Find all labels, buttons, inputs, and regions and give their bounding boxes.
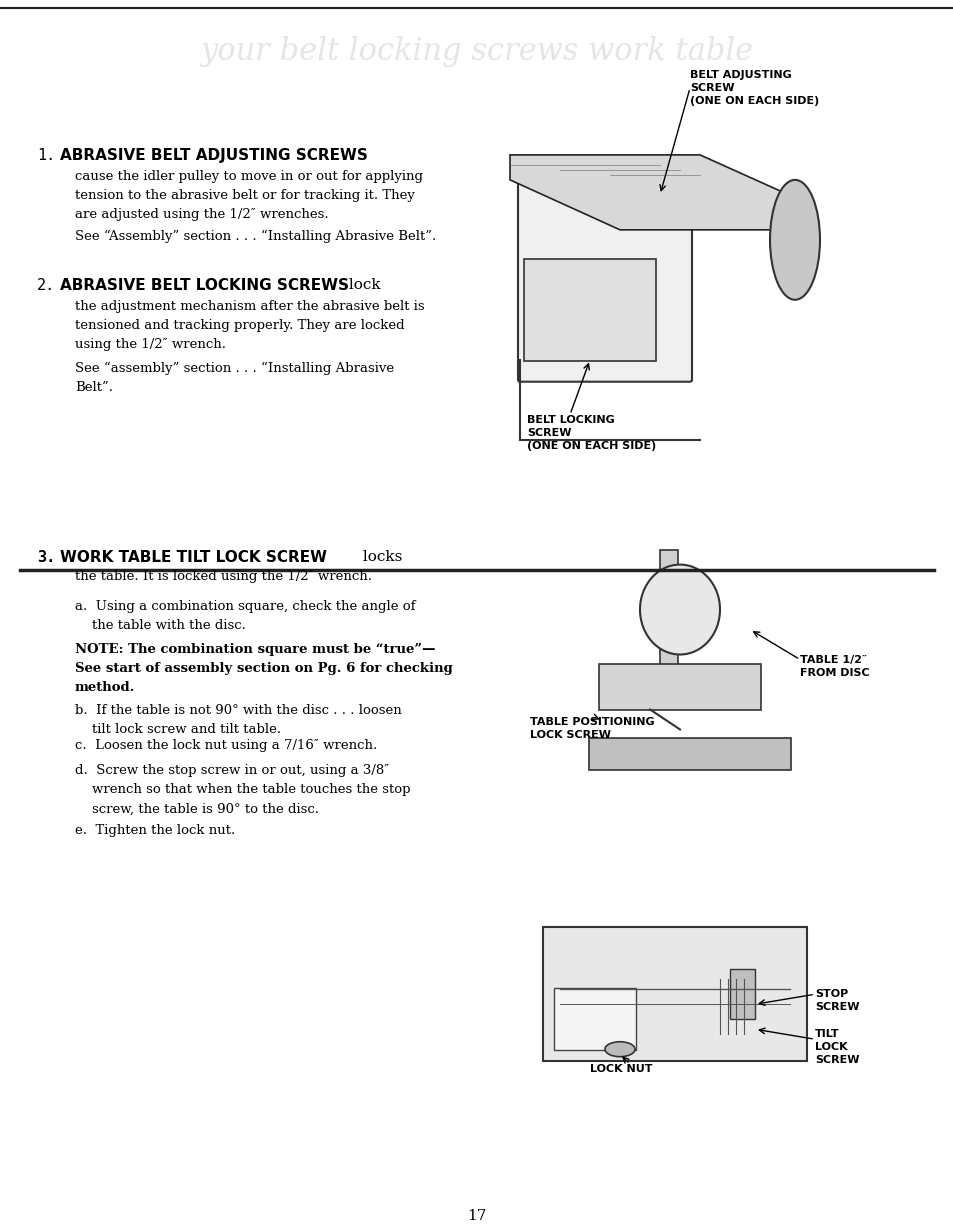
Text: SCREW: SCREW (689, 83, 734, 93)
Text: (ONE ON EACH SIDE): (ONE ON EACH SIDE) (526, 440, 656, 450)
Text: cause the idler pulley to move in or out for applying
tension to the abrasive be: cause the idler pulley to move in or out… (75, 169, 422, 221)
Text: b.  If the table is not 90° with the disc . . . loosen
    tilt lock screw and t: b. If the table is not 90° with the disc… (75, 704, 401, 736)
Text: 2.: 2. (37, 277, 55, 293)
FancyBboxPatch shape (542, 928, 806, 1061)
Text: 1.: 1. (37, 148, 55, 163)
Text: 3.: 3. (37, 550, 55, 564)
Text: TABLE 1/2″: TABLE 1/2″ (800, 654, 866, 665)
FancyBboxPatch shape (517, 178, 691, 382)
Text: 17: 17 (467, 1209, 486, 1223)
Bar (659, 550, 678, 680)
Text: ABRASIVE BELT LOCKING SCREWS: ABRASIVE BELT LOCKING SCREWS (60, 277, 349, 293)
Text: a.  Using a combination square, check the angle of
    the table with the disc.: a. Using a combination square, check the… (75, 600, 416, 632)
Text: WORK TABLE TILT LOCK SCREW: WORK TABLE TILT LOCK SCREW (60, 550, 327, 564)
Ellipse shape (769, 180, 820, 299)
Text: the adjustment mechanism after the abrasive belt is
tensioned and tracking prope: the adjustment mechanism after the abras… (75, 299, 424, 351)
Text: c.  Loosen the lock nut using a 7/16″ wrench.: c. Loosen the lock nut using a 7/16″ wre… (75, 740, 376, 752)
Text: your belt locking screws work table: your belt locking screws work table (200, 37, 753, 67)
Text: TABLE POSITIONING: TABLE POSITIONING (530, 718, 654, 728)
Text: BELT ADJUSTING: BELT ADJUSTING (689, 70, 791, 80)
Text: NOTE: The combination square must be “true”—
See start of assembly section on Pg: NOTE: The combination square must be “tr… (75, 643, 453, 693)
Text: the table. It is locked using the 1/2″ wrench.: the table. It is locked using the 1/2″ w… (75, 569, 372, 583)
Ellipse shape (604, 1042, 635, 1056)
Ellipse shape (639, 564, 720, 654)
FancyBboxPatch shape (588, 739, 790, 771)
Text: TILT: TILT (814, 1029, 839, 1039)
Text: SCREW: SCREW (814, 1002, 859, 1012)
Text: e.  Tighten the lock nut.: e. Tighten the lock nut. (75, 825, 235, 837)
Bar (729, 969, 754, 1020)
Text: ABRASIVE BELT ADJUSTING SCREWS: ABRASIVE BELT ADJUSTING SCREWS (60, 148, 368, 163)
Text: See “assembly” section . . . “Installing Abrasive
Belt”.: See “assembly” section . . . “Installing… (75, 362, 394, 394)
Text: LOCK NUT: LOCK NUT (589, 1064, 652, 1074)
Text: STOP: STOP (814, 989, 847, 999)
Text: BELT LOCKING: BELT LOCKING (526, 415, 614, 425)
Text: LOCK: LOCK (814, 1042, 846, 1053)
Text: SCREW: SCREW (526, 428, 571, 438)
Text: See “Assembly” section . . . “Installing Abrasive Belt”.: See “Assembly” section . . . “Installing… (75, 229, 436, 243)
Text: SCREW: SCREW (814, 1055, 859, 1065)
Text: FROM DISC: FROM DISC (800, 667, 869, 677)
Text: locks: locks (357, 550, 402, 563)
FancyBboxPatch shape (523, 259, 656, 361)
Text: LOCK SCREW: LOCK SCREW (530, 730, 610, 740)
Text: d.  Screw the stop screw in or out, using a 3/8″
    wrench so that when the tab: d. Screw the stop screw in or out, using… (75, 764, 410, 816)
FancyBboxPatch shape (554, 988, 636, 1050)
Polygon shape (510, 155, 800, 229)
FancyBboxPatch shape (598, 664, 760, 710)
Text: (ONE ON EACH SIDE): (ONE ON EACH SIDE) (689, 96, 819, 106)
Text: lock: lock (344, 277, 380, 292)
